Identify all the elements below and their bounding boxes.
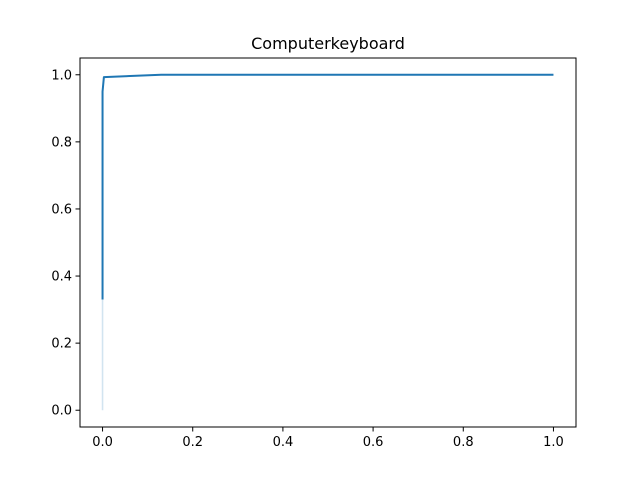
x-tick-label: 0.0 bbox=[92, 435, 113, 450]
y-tick-label: 0.0 bbox=[51, 404, 72, 419]
x-tick-label: 0.4 bbox=[273, 435, 294, 450]
x-tick-label: 0.6 bbox=[363, 435, 384, 450]
axes: 0.0 0.2 0.4 0.6 0.8 1.0 0.0 0.2 0.4 0.6 0.8 1.0 bbox=[51, 57, 577, 450]
y-tick-label: 0.6 bbox=[51, 202, 72, 217]
axes-frame bbox=[79, 57, 577, 428]
x-tick-label: 0.8 bbox=[453, 435, 474, 450]
plot-area bbox=[101, 73, 554, 411]
y-tick-label: 1.0 bbox=[51, 68, 72, 83]
x-tick-label: 0.2 bbox=[182, 435, 203, 450]
y-tick-label: 0.2 bbox=[51, 337, 72, 352]
series-0-confidence-band bbox=[101, 299, 104, 411]
chart-title: Computerkeyboard bbox=[251, 34, 405, 53]
series-0-line bbox=[101, 73, 554, 300]
y-tick-label: 0.4 bbox=[51, 270, 72, 285]
y-tick-label: 0.8 bbox=[51, 135, 72, 150]
x-tick-label: 1.0 bbox=[543, 435, 564, 450]
